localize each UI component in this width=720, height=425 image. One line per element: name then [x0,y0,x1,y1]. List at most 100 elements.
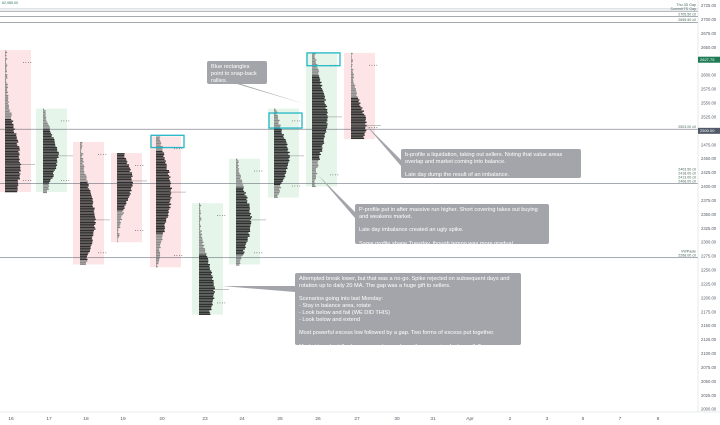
profile-bar-18 [80,196,92,198]
profile-bar-26 [312,153,321,156]
profile-bar-19 [117,199,129,201]
profile-bar-24 [236,211,250,213]
highlight-box-25[interactable] [268,112,303,129]
profile-bar-23 [199,260,209,263]
highlight-box-20[interactable] [150,134,185,149]
profile-bar-26 [312,129,326,132]
profile-bar-16 [5,118,12,121]
price-tick: 2075.00 [701,365,717,370]
note-blue-rectangles[interactable]: Blue rectangles point to snap-back ralli… [207,61,267,84]
profile-bar-26 [312,152,320,154]
profile-bar-23 [199,257,208,259]
profile-bar-20 [156,246,161,249]
profile-bar-25 [274,175,286,178]
highlight-box-26[interactable] [306,52,341,67]
profile-bar-17 [43,178,51,181]
profile-bar-27 [351,84,356,87]
profile-bar-25 [274,124,281,126]
profile-bar-18 [80,194,92,197]
profile-bar-27 [351,75,354,77]
price-axis[interactable]: 2000.00 2025.00 2050.00 2075.00 2100.00 2125.… [697,0,720,425]
price-tick: 2325.00 [701,226,717,231]
profile-bar-23 [199,308,212,311]
profile-bar-26 [312,176,317,178]
profile-bar-24 [236,181,243,183]
profile-bar-20 [156,163,167,165]
note-b-profile[interactable]: b-profile a liquidation, taking out sell… [401,149,581,178]
va-dot [259,170,260,172]
profile-bar-25 [274,169,286,171]
note-break-lower[interactable]: Attempted break lower, but that was a no… [295,273,521,350]
price-tag: 2627.75 [700,57,715,62]
va-dot [297,120,298,122]
profile-bar-19 [117,157,126,160]
profile-bar-20 [156,264,158,266]
profile-bar-19 [117,156,125,158]
profile-bar-16 [5,80,7,82]
profile-bar-27 [351,68,354,71]
profile-bar-18 [80,153,84,155]
profile-bar-23 [199,224,201,226]
profile-bar-16 [5,51,8,54]
profile-bar-16 [5,75,8,78]
profile-bar-19 [117,178,132,181]
profile-bar-26 [312,123,328,125]
profile-bar-26 [312,115,328,117]
profile-bar-19 [117,185,133,187]
profile-bar-24 [236,261,240,263]
price-tick: 2200.00 [701,295,717,300]
profile-bar-24 [236,246,246,249]
profile-bar-17 [43,137,54,139]
profile-bar-17 [43,114,46,117]
profile-bar-20 [156,262,159,265]
profile-bar-26 [312,136,325,138]
profile-bar-16 [5,173,21,175]
profile-bar-25 [274,110,277,112]
profile-bar-23 [199,219,202,221]
profile-bar-19 [117,183,133,185]
profile-bar-17 [43,188,49,190]
profile-bar-20 [156,216,168,218]
profile-bar-20 [156,197,172,199]
profile-bar-18 [80,252,89,254]
profile-bar-26 [312,75,320,77]
profile-bar-18 [80,260,88,262]
price-tick: 2150.00 [701,323,717,328]
profile-bar-26 [312,80,320,82]
va-dot [137,230,139,231]
profile-bar-26 [312,65,317,68]
profile-bar-24 [236,243,246,245]
va-dot [140,230,141,231]
profile-bar-27 [351,57,352,60]
profile-bar-24 [236,206,250,209]
va-dot [98,252,99,254]
va-dot [28,180,29,181]
profile-bar-16 [5,178,20,180]
profile-bar-25 [274,164,288,166]
profile-bar-20 [156,179,170,181]
profile-bar-23 [199,270,212,272]
profile-bar-26 [312,99,326,101]
profile-bar-20 [156,248,160,250]
profile-bar-16 [5,58,8,60]
va-dot [261,170,263,172]
profile-bar-26 [312,116,328,119]
va-dot [142,230,144,231]
va-dot [376,127,378,128]
profile-bar-18 [80,188,90,190]
profile-bar-23 [199,233,203,235]
time-axis[interactable]: 16 17 18 19 20 23 24 25 26 27 30 31 Apr 2 3 6 7 8 [0,411,720,422]
profile-bar-20 [156,171,170,173]
profile-bar-16 [5,179,18,182]
va-dot [224,302,226,304]
profile-bar-18 [80,141,83,144]
profile-bar-16 [5,107,9,110]
profile-bar-25 [274,119,280,122]
time-tick: 30 [394,416,400,422]
profile-bar-19 [117,167,131,169]
profile-bar-16 [5,99,8,102]
va-dot [294,185,296,187]
profile-bar-25 [274,116,279,118]
note-p-profile[interactable]: P-profile put in after massive run highe… [355,204,549,247]
